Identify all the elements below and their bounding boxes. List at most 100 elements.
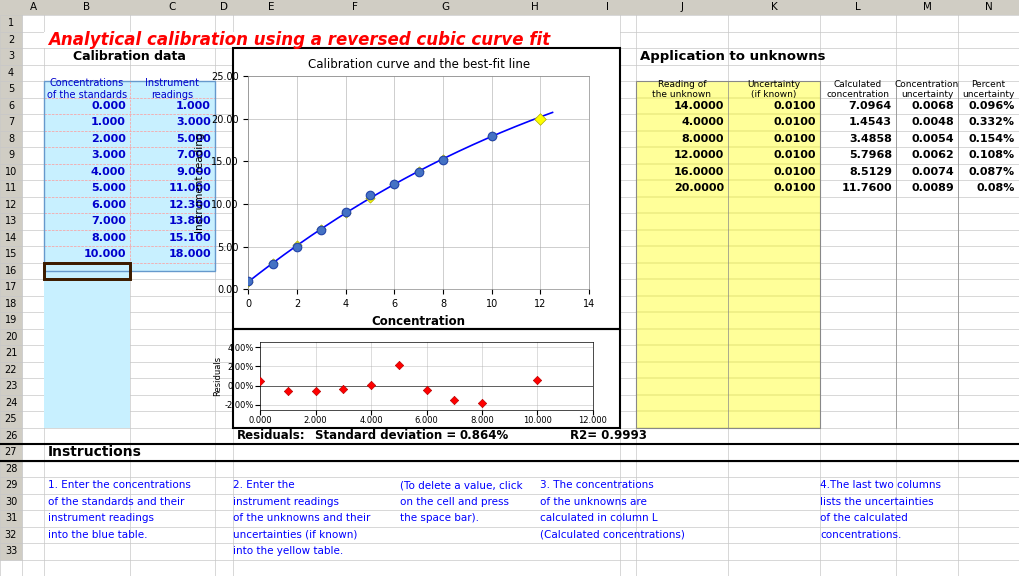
Bar	[0, 477, 22, 494]
Bar	[0, 395, 22, 411]
Bar	[44, 81, 215, 271]
Bar	[0, 246, 22, 263]
Text: K: K	[770, 2, 777, 13]
Bar	[0, 362, 22, 378]
Text: 8.5129: 8.5129	[849, 166, 892, 177]
Bar	[0, 0, 22, 15]
Text: 32: 32	[5, 530, 17, 540]
Bar	[0, 32, 22, 48]
Bar	[636, 81, 820, 427]
Text: 0.0054: 0.0054	[911, 134, 954, 144]
Text: uncertainties (if known): uncertainties (if known)	[233, 530, 358, 540]
Text: concentrations.: concentrations.	[820, 530, 902, 540]
Text: H: H	[531, 2, 539, 13]
Bar	[0, 229, 22, 246]
Text: of the unknowns are: of the unknowns are	[540, 497, 647, 507]
Text: 15.100: 15.100	[168, 233, 211, 242]
Text: 27: 27	[5, 447, 17, 457]
Text: 0.0048: 0.0048	[911, 118, 954, 127]
Bar	[0, 196, 22, 213]
Text: 14.0000: 14.0000	[674, 101, 725, 111]
Text: 0.096%: 0.096%	[969, 101, 1015, 111]
Bar	[0, 526, 22, 543]
Bar	[636, 81, 820, 427]
Text: Reading of
the unknown: Reading of the unknown	[652, 79, 711, 99]
Text: 4: 4	[8, 68, 14, 78]
Bar	[0, 213, 22, 229]
Point	[484, 132, 500, 141]
Bar	[0, 345, 22, 362]
Text: 15: 15	[5, 249, 17, 259]
Text: 18: 18	[5, 299, 17, 309]
Text: 8: 8	[8, 134, 14, 144]
Text: A: A	[30, 2, 37, 13]
Text: 8.000: 8.000	[91, 233, 126, 242]
Bar	[0, 246, 22, 263]
Bar	[0, 378, 22, 395]
Text: 0.000: 0.000	[92, 101, 126, 111]
Point	[313, 225, 329, 234]
Text: 0.0100: 0.0100	[773, 101, 816, 111]
Text: R2= 0.9993: R2= 0.9993	[570, 429, 647, 442]
Text: instrument readings: instrument readings	[233, 497, 339, 507]
Bar	[0, 510, 22, 526]
Point	[289, 241, 306, 250]
Text: 24: 24	[5, 398, 17, 408]
Text: N: N	[984, 2, 993, 13]
Point	[240, 277, 257, 286]
Bar	[0, 15, 22, 32]
Point	[308, 386, 324, 396]
Text: 0.0100: 0.0100	[773, 183, 816, 194]
Text: 26: 26	[5, 431, 17, 441]
Point	[435, 154, 451, 164]
Text: 0.08%: 0.08%	[976, 183, 1015, 194]
Text: 31: 31	[5, 513, 17, 523]
Text: 12.300: 12.300	[168, 200, 211, 210]
Text: 9: 9	[8, 150, 14, 160]
Bar	[0, 131, 22, 147]
Point	[265, 259, 281, 268]
Bar	[0, 279, 22, 295]
Text: 0.0100: 0.0100	[773, 118, 816, 127]
Text: 19: 19	[5, 315, 17, 325]
Bar	[0, 97, 22, 114]
Text: 5: 5	[8, 84, 14, 94]
Text: Concentration
uncertainty: Concentration uncertainty	[895, 79, 959, 99]
Text: Percent
uncertainty: Percent uncertainty	[962, 79, 1015, 99]
Bar	[44, 263, 130, 427]
Bar	[0, 543, 22, 559]
Text: 11.7600: 11.7600	[842, 183, 892, 194]
Bar	[0, 213, 22, 229]
Point	[435, 156, 451, 165]
Bar	[44, 263, 130, 279]
Text: 3.000: 3.000	[176, 118, 211, 127]
Point	[419, 386, 435, 395]
Bar	[0, 477, 22, 494]
Bar	[0, 164, 22, 180]
Text: 12: 12	[5, 200, 17, 210]
Bar	[0, 526, 22, 543]
Bar	[0, 427, 22, 444]
Bar	[0, 114, 22, 131]
Text: 3.4858: 3.4858	[849, 134, 892, 144]
Text: 11: 11	[5, 183, 17, 194]
Bar	[0, 229, 22, 246]
Point	[337, 208, 354, 217]
Text: 17: 17	[5, 282, 17, 292]
Bar	[0, 312, 22, 328]
Text: 1.4543: 1.4543	[849, 118, 892, 127]
Text: on the cell and press: on the cell and press	[400, 497, 510, 507]
Point	[484, 131, 500, 141]
Text: Instrument
readings: Instrument readings	[146, 78, 200, 100]
Point	[362, 194, 378, 203]
Text: 23: 23	[5, 381, 17, 391]
Bar	[0, 180, 22, 196]
Point	[289, 242, 306, 251]
Text: 22: 22	[5, 365, 17, 375]
Text: (To delete a value, click: (To delete a value, click	[400, 480, 523, 490]
Text: Instructions: Instructions	[48, 445, 142, 459]
Text: of the calculated: of the calculated	[820, 513, 908, 523]
Text: of the unknowns and their: of the unknowns and their	[233, 513, 370, 523]
X-axis label: Concentration: Concentration	[372, 314, 466, 328]
Point	[532, 114, 548, 123]
